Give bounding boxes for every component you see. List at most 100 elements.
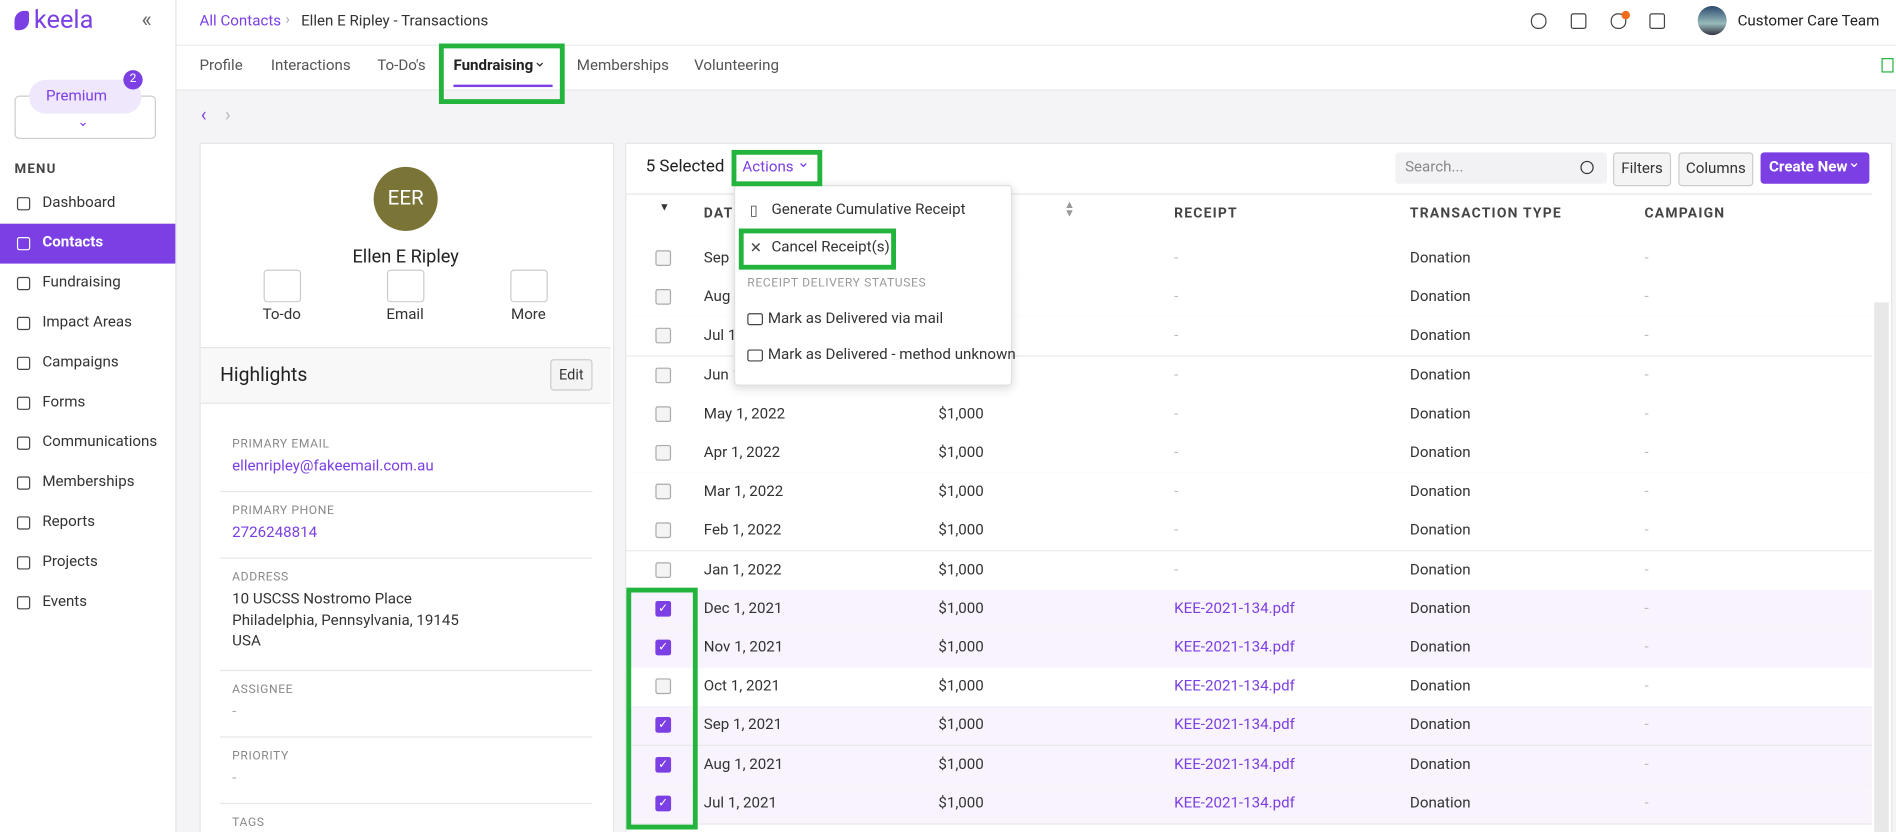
table-cell: $1,000 bbox=[938, 521, 984, 540]
field-value[interactable]: ellenripley@fakeemail.com.au bbox=[232, 457, 434, 476]
checkbox[interactable]: ✓ bbox=[655, 600, 672, 617]
table-cell[interactable]: KEE-2021-134.pdf bbox=[1174, 755, 1295, 774]
tab-chevron: ⌄ bbox=[533, 53, 547, 72]
highlight-box bbox=[438, 43, 565, 104]
checkbox[interactable] bbox=[655, 561, 672, 578]
avatar bbox=[1697, 6, 1727, 36]
menu-item[interactable]: Dashboard bbox=[42, 193, 116, 212]
tab[interactable]: Interactions bbox=[270, 56, 351, 75]
checkbox[interactable] bbox=[655, 250, 672, 267]
checkbox[interactable]: ✓ bbox=[655, 639, 672, 656]
menu-item[interactable]: Communications bbox=[42, 432, 158, 452]
search[interactable]: Search... bbox=[1395, 152, 1608, 184]
menu-icon bbox=[16, 516, 31, 530]
table-cell: Donation bbox=[1409, 755, 1471, 774]
dropdown-item[interactable]: Cancel Receipt(s) bbox=[771, 238, 890, 257]
menu-item[interactable]: Projects bbox=[42, 552, 98, 571]
avatar-initials: EER bbox=[373, 166, 438, 231]
tab[interactable]: Profile bbox=[199, 56, 243, 75]
checkbox[interactable] bbox=[655, 328, 672, 344]
column-header[interactable]: RECEIPT bbox=[1174, 204, 1238, 222]
tab[interactable]: Memberships bbox=[576, 56, 669, 75]
toolbar-button[interactable]: Columns bbox=[1678, 152, 1754, 187]
header-icon[interactable] bbox=[1530, 13, 1547, 30]
actions[interactable]: Actions bbox=[742, 158, 794, 177]
table-cell: - bbox=[1644, 716, 1649, 735]
checkbox[interactable] bbox=[655, 522, 672, 539]
checkbox[interactable]: ✓ bbox=[655, 795, 672, 812]
action-button[interactable] bbox=[263, 269, 302, 303]
actions-chevron: ⌄ bbox=[796, 153, 811, 172]
table-cell[interactable]: KEE-2021-134.pdf bbox=[1174, 794, 1295, 813]
premium[interactable]: Premium bbox=[29, 79, 142, 114]
toolbar-button[interactable]: Filters bbox=[1613, 152, 1672, 187]
table-cell: Dec 1, 2021 bbox=[703, 599, 783, 618]
menu-item[interactable]: Events bbox=[42, 592, 88, 611]
table-cell: Donation bbox=[1409, 599, 1471, 618]
menu-item[interactable]: Contacts bbox=[42, 233, 104, 252]
menu-icon bbox=[16, 276, 31, 291]
table-cell: $1,000 bbox=[938, 677, 984, 696]
table-cell: - bbox=[1644, 249, 1649, 268]
action-label: More bbox=[510, 305, 546, 325]
menu-item[interactable]: Memberships bbox=[42, 472, 135, 491]
checkbox[interactable] bbox=[655, 406, 672, 422]
table-cell: - bbox=[1644, 404, 1649, 423]
table-cell: Sep 1, 2021 bbox=[703, 716, 783, 735]
nav-prev[interactable]: ‹ bbox=[200, 102, 207, 126]
dropdown-item[interactable]: Mark as Delivered via mail bbox=[767, 309, 944, 328]
table-cell[interactable]: KEE-2021-134.pdf bbox=[1174, 677, 1295, 696]
collapse[interactable]: « bbox=[141, 7, 152, 33]
column-header[interactable]: DATE bbox=[703, 204, 743, 222]
dropdown-item[interactable]: Generate Cumulative Receipt bbox=[771, 200, 966, 219]
team[interactable]: Customer Care Team bbox=[1737, 12, 1880, 31]
field-value[interactable]: 2726248814 bbox=[232, 523, 318, 542]
table-cell[interactable]: KEE-2021-134.pdf bbox=[1174, 599, 1295, 618]
checkbox[interactable] bbox=[655, 483, 672, 500]
menu-item[interactable]: Impact Areas bbox=[42, 313, 132, 332]
field-value: Philadelphia, Pennsylvania, 19145 bbox=[232, 611, 459, 630]
dropdown-icon bbox=[747, 349, 763, 362]
table-cell[interactable]: KEE-2021-134.pdf bbox=[1174, 716, 1295, 735]
table-cell: - bbox=[1644, 326, 1649, 346]
bookmark bbox=[1881, 58, 1894, 73]
checkbox[interactable] bbox=[655, 367, 672, 383]
menu-item[interactable]: Forms bbox=[42, 392, 86, 412]
tab[interactable]: To-Do's bbox=[377, 56, 426, 75]
menu-icon bbox=[16, 436, 31, 450]
header-icon[interactable] bbox=[1649, 13, 1666, 30]
menu-item[interactable]: Reports bbox=[42, 512, 95, 531]
tab[interactable]: Volunteering bbox=[694, 56, 779, 75]
create-new[interactable]: Create New bbox=[1760, 152, 1870, 184]
column-header[interactable]: TRANSACTION TYPE bbox=[1409, 204, 1562, 222]
action-button[interactable] bbox=[386, 269, 425, 303]
table-row bbox=[626, 667, 1872, 708]
checkbox[interactable]: ✓ bbox=[655, 717, 672, 734]
checkbox[interactable] bbox=[655, 444, 672, 461]
column-header[interactable]: CAMPAIGN bbox=[1644, 204, 1726, 222]
action-button[interactable] bbox=[510, 269, 548, 303]
table-cell: Jul 1, 2021 bbox=[703, 794, 778, 813]
chevron[interactable]: ⌄ bbox=[77, 113, 89, 130]
header-icon[interactable] bbox=[1610, 13, 1627, 30]
highlight-box bbox=[738, 228, 897, 270]
dropdown-item[interactable]: Mark as Delivered - method unknown bbox=[767, 345, 1016, 364]
field-divider bbox=[220, 802, 593, 805]
table-cell: Nov 1, 2021 bbox=[703, 638, 784, 657]
header-icon[interactable] bbox=[1570, 13, 1587, 30]
nav-next[interactable]: › bbox=[224, 102, 231, 126]
edit[interactable]: Edit bbox=[550, 359, 593, 391]
menu-item[interactable]: Fundraising bbox=[42, 273, 121, 292]
highlight-box bbox=[731, 149, 823, 187]
checkbox[interactable] bbox=[655, 678, 672, 695]
table-cell[interactable]: KEE-2021-134.pdf bbox=[1174, 638, 1295, 657]
checkbox[interactable] bbox=[655, 289, 672, 305]
table-cell: Donation bbox=[1409, 249, 1471, 268]
table-cell: - bbox=[1644, 365, 1649, 385]
table-cell: - bbox=[1174, 521, 1179, 540]
breadcrumb-link[interactable]: All Contacts bbox=[199, 12, 282, 31]
menu-item[interactable]: Campaigns bbox=[42, 353, 119, 372]
tab[interactable]: Fundraising bbox=[453, 56, 534, 75]
field-divider bbox=[220, 736, 593, 738]
checkbox[interactable]: ✓ bbox=[655, 756, 672, 773]
